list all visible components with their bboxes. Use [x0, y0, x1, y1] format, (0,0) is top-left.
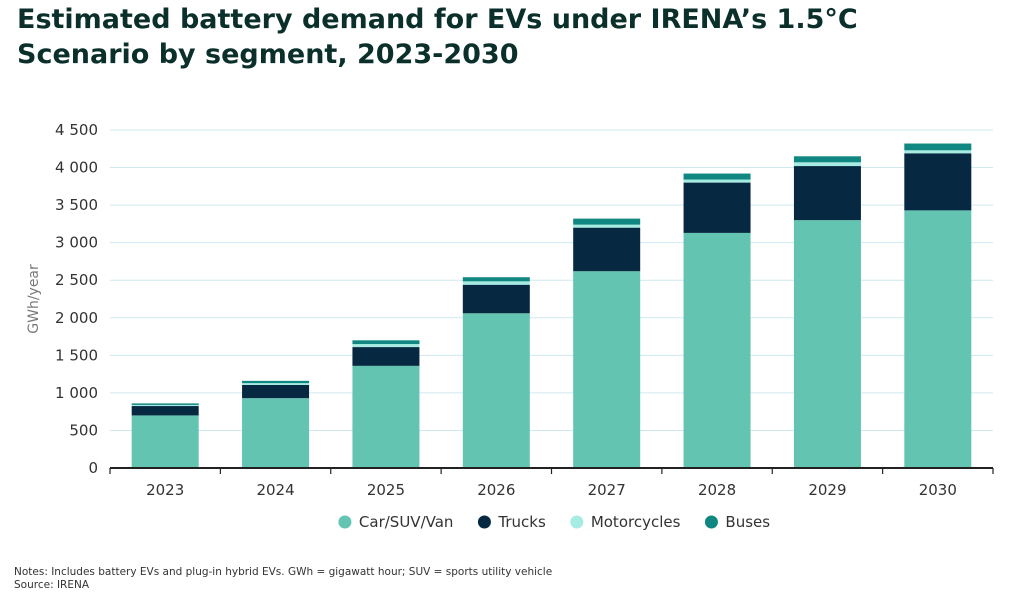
- bar-segment-motorcycles: [683, 179, 751, 183]
- y-tick-label: 2 500: [55, 271, 98, 289]
- bar-segment-motorcycles: [462, 281, 530, 285]
- legend-swatch-buses: [704, 515, 718, 529]
- bar-segment-buses: [352, 340, 420, 345]
- x-tick-label: 2023: [146, 481, 184, 499]
- chart-footer: Notes: Includes battery EVs and plug-in …: [14, 566, 552, 592]
- y-tick-label: 3 500: [55, 196, 98, 214]
- legend-label: Trucks: [497, 513, 546, 531]
- chart-notes: Notes: Includes battery EVs and plug-in …: [14, 566, 553, 578]
- x-tick-label: 2025: [367, 481, 405, 499]
- y-tick-label: 4 500: [55, 121, 98, 139]
- bar-segment-motorcycles: [131, 404, 199, 407]
- y-tick-label: 500: [69, 421, 98, 439]
- chart-source: Source: IRENA: [14, 579, 90, 591]
- bar-segment-trucks: [793, 166, 861, 221]
- bar-segment-buses: [242, 380, 310, 384]
- bar-segment-car-suv-van: [242, 398, 310, 468]
- bar-segment-buses: [683, 173, 751, 180]
- bar-segment-motorcycles: [242, 383, 310, 386]
- bar-segment-trucks: [573, 227, 641, 272]
- legend-swatch-trucks: [477, 515, 491, 529]
- bar-segment-buses: [904, 143, 972, 151]
- x-tick-label: 2029: [808, 481, 846, 499]
- bar-segment-buses: [573, 218, 641, 225]
- bar-segment-car-suv-van: [793, 220, 861, 468]
- y-tick-label: 4 000: [55, 159, 98, 177]
- y-axis-title: GWh/year: [26, 264, 42, 334]
- bar-segment-trucks: [462, 284, 530, 314]
- y-tick-label: 0: [88, 459, 98, 477]
- bar-segment-car-suv-van: [462, 313, 530, 468]
- legend-label: Motorcycles: [591, 513, 681, 531]
- legend-label: Buses: [725, 513, 770, 531]
- legend-swatch-motorcycles: [570, 515, 584, 529]
- bar-segment-car-suv-van: [573, 271, 641, 468]
- bar-segment-motorcycles: [793, 162, 861, 167]
- bar-segment-car-suv-van: [904, 210, 972, 468]
- x-tick-label: 2027: [588, 481, 626, 499]
- bar-segment-motorcycles: [573, 224, 641, 228]
- y-tick-label: 1 500: [55, 346, 98, 364]
- bar-segment-car-suv-van: [352, 365, 420, 468]
- bar-segment-car-suv-van: [131, 415, 199, 468]
- x-tick-label: 2028: [698, 481, 736, 499]
- chart-title-line-2: Scenario by segment, 2023-2030: [17, 39, 519, 70]
- bar-segment-buses: [793, 156, 861, 163]
- legend-swatch-car-suv-van: [338, 515, 352, 529]
- x-tick-label: 2024: [256, 481, 294, 499]
- bar-segment-buses: [131, 403, 199, 405]
- bar-segment-motorcycles: [352, 344, 420, 348]
- bar-segment-motorcycles: [904, 150, 972, 154]
- bar-segment-car-suv-van: [683, 232, 751, 468]
- bar-segment-buses: [462, 277, 530, 282]
- y-tick-label: 3 000: [55, 234, 98, 252]
- x-tick-label: 2030: [919, 481, 957, 499]
- bar-segment-trucks: [131, 406, 199, 416]
- stacked-bar-chart: 0 500 1 000 1 500 2 000 2 500 3 000 3 500 4 000 4…: [26, 121, 994, 531]
- bar-segment-trucks: [683, 182, 751, 233]
- chart-title-line-1: Estimated battery demand for EVs under I…: [17, 4, 858, 35]
- bar-segment-trucks: [352, 347, 420, 366]
- y-tick-label: 1 000: [55, 384, 98, 402]
- chart-title: Estimated battery demand for EVs under I…: [17, 2, 1007, 72]
- y-tick-label: 2 000: [55, 309, 98, 327]
- bar-segment-trucks: [904, 153, 972, 211]
- x-tick-label: 2026: [477, 481, 515, 499]
- legend-label: Car/SUV/Van: [359, 513, 454, 531]
- bar-segment-trucks: [242, 385, 310, 399]
